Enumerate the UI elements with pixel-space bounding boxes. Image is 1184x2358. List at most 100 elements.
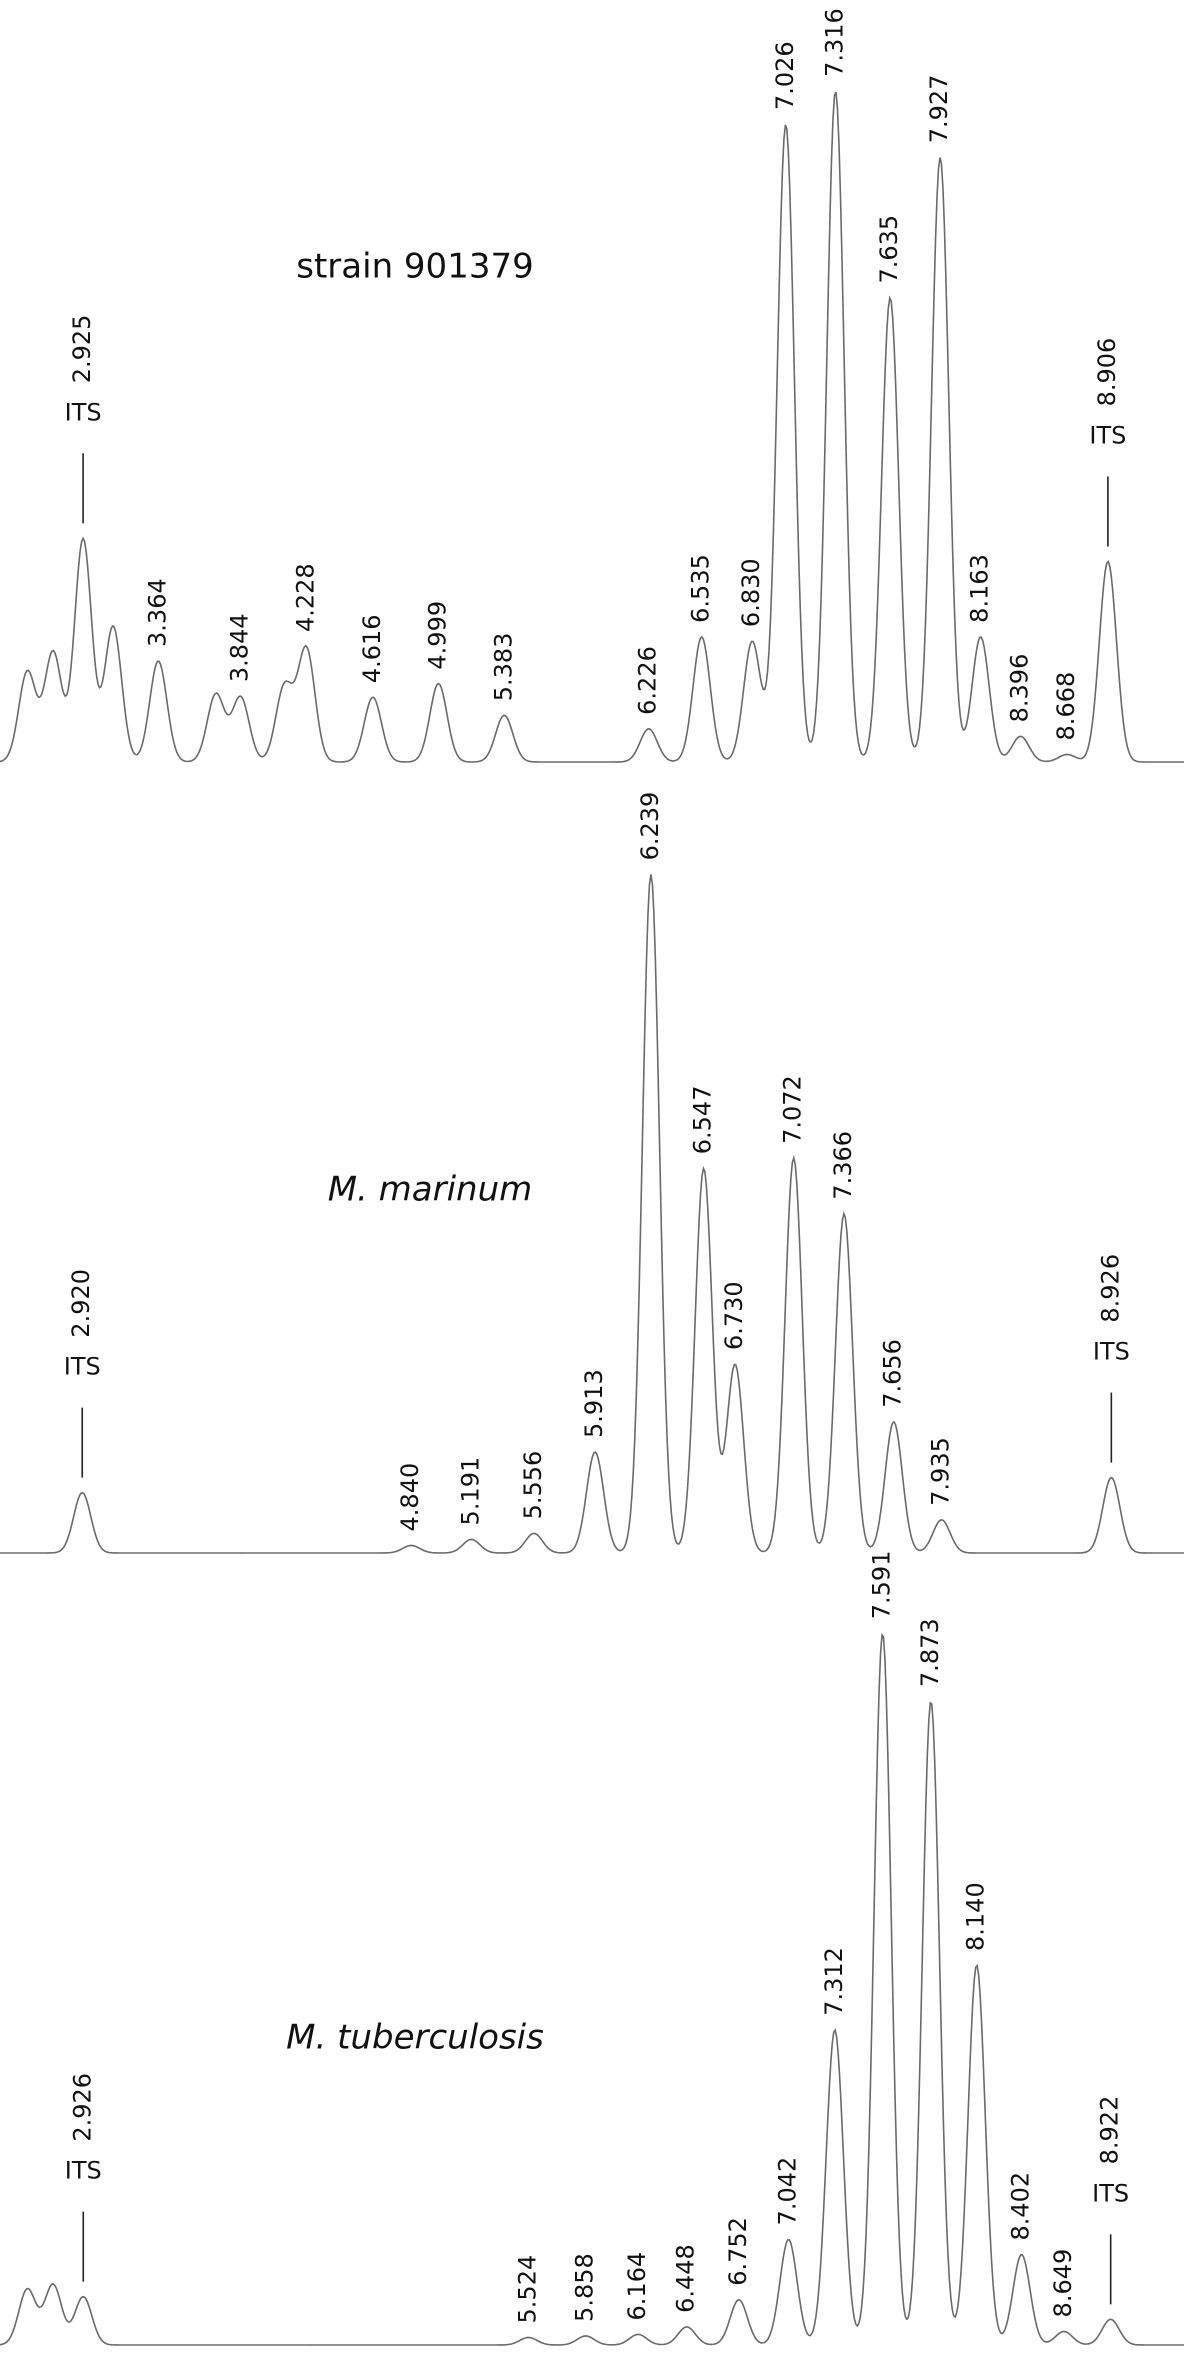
peak-trace — [227, 695, 263, 758]
its-label: ITS — [1089, 421, 1126, 449]
peak-label: 4.228 — [291, 563, 319, 632]
peak-label: 4.999 — [423, 601, 451, 670]
peak-label: 7.026 — [771, 41, 799, 110]
peak-trace — [768, 124, 812, 743]
peak-label: 6.448 — [672, 2244, 700, 2313]
panel-title: strain 901379 — [296, 247, 533, 287]
peak-trace — [0, 1491, 247, 1554]
its-label: ITS — [1093, 1338, 1130, 1366]
peak-trace — [67, 536, 99, 691]
peak-label: 5.858 — [571, 2253, 599, 2322]
peak-label: 6.535 — [687, 554, 715, 623]
peak-trace — [906, 1701, 955, 2321]
peak-label: 6.226 — [634, 646, 662, 715]
peak-trace — [712, 2299, 764, 2346]
peak-label: 3.364 — [143, 578, 171, 647]
peak-label: 8.668 — [1052, 672, 1080, 741]
peak-label: 8.906 — [1093, 338, 1121, 407]
panel-title: M. marinum — [328, 1170, 533, 1210]
peak-trace — [718, 1363, 765, 1553]
peak-trace — [246, 1544, 442, 1554]
peak-trace — [39, 649, 69, 698]
peak-trace — [868, 1420, 919, 1551]
peak-label: 5.383 — [489, 633, 517, 702]
peak-label: 8.140 — [962, 1882, 990, 1951]
peak-label: 6.752 — [724, 2217, 752, 2286]
peak-trace — [502, 1532, 565, 1554]
peak-trace — [0, 2287, 41, 2346]
peak-label: 4.616 — [358, 614, 386, 683]
peak-trace — [917, 1518, 1027, 1554]
peak-trace — [68, 2295, 306, 2346]
peak-label: 8.926 — [1096, 1254, 1124, 1323]
peak-label: 6.830 — [737, 558, 765, 627]
peak-label: 6.164 — [623, 2252, 651, 2321]
peak-trace — [662, 2326, 713, 2346]
its-label: ITS — [1092, 2179, 1129, 2207]
peak-trace — [1042, 2330, 1088, 2345]
peak-trace — [262, 678, 297, 758]
peak-trace — [862, 295, 916, 756]
peak-trace — [441, 1538, 503, 1554]
peak-trace — [999, 735, 1044, 762]
peak-trace — [674, 635, 728, 762]
peak-trace — [305, 2336, 558, 2346]
peak-label: 3.844 — [226, 613, 254, 682]
peak-trace — [294, 644, 340, 763]
peak-label: 8.402 — [1007, 2172, 1035, 2241]
peak-label: 6.239 — [636, 792, 664, 861]
peak-trace — [611, 2333, 663, 2346]
peak-trace — [953, 1963, 1000, 2331]
peak-trace — [0, 669, 41, 763]
peak-label: 6.730 — [720, 1281, 748, 1350]
peak-label: 4.840 — [396, 1463, 424, 1532]
peak-label: 7.935 — [927, 1437, 955, 1506]
peak-label: 5.556 — [519, 1451, 547, 1520]
peak-label: 7.312 — [820, 1947, 848, 2016]
peak-label: 7.366 — [829, 1131, 857, 1200]
peak-trace — [764, 1154, 820, 1553]
peak-label: 7.072 — [779, 1075, 807, 1144]
peak-label: 2.920 — [67, 1269, 95, 1338]
peak-label: 7.591 — [868, 1551, 896, 1620]
peak-label: 7.635 — [875, 215, 903, 284]
peak-trace — [405, 682, 472, 763]
peak-label: 7.316 — [820, 8, 848, 77]
peak-trace — [818, 1211, 870, 1547]
peak-trace — [471, 714, 577, 763]
peak-trace — [576, 728, 676, 763]
peak-label: 7.873 — [916, 1618, 944, 1687]
peak-trace — [97, 624, 137, 756]
peak-trace — [564, 1450, 624, 1554]
its-label: ITS — [65, 398, 102, 426]
peak-trace — [1087, 2318, 1184, 2346]
peak-trace — [998, 2253, 1044, 2341]
peak-trace — [810, 2028, 860, 2335]
peak-trace — [135, 660, 188, 763]
peak-trace — [187, 692, 229, 763]
peak-trace — [677, 1165, 721, 1545]
peak-label: 2.925 — [68, 315, 96, 384]
peak-trace — [959, 636, 1002, 753]
its-label: ITS — [65, 2157, 102, 2185]
peak-label: 7.042 — [774, 2157, 802, 2226]
peak-trace — [809, 91, 864, 756]
peak-label: 6.547 — [689, 1086, 717, 1155]
peak-label: 7.656 — [879, 1339, 907, 1408]
peak-label: 8.649 — [1049, 2249, 1077, 2318]
peak-label: 7.927 — [925, 75, 953, 144]
peak-label: 8.163 — [966, 554, 994, 623]
peak-label: 8.922 — [1096, 2096, 1124, 2165]
peak-trace — [1086, 560, 1184, 763]
peak-trace — [557, 2335, 612, 2346]
peak-label: 5.913 — [580, 1369, 608, 1438]
panel-title: M. tuberculosis — [286, 2018, 544, 2058]
peak-trace — [857, 1632, 908, 2325]
peak-trace — [1026, 1476, 1184, 1554]
its-label: ITS — [64, 1353, 101, 1381]
peak-trace — [763, 2238, 813, 2344]
peak-label: 2.926 — [68, 2073, 96, 2142]
peak-trace — [339, 696, 406, 763]
peak-label: 5.524 — [513, 2255, 541, 2324]
